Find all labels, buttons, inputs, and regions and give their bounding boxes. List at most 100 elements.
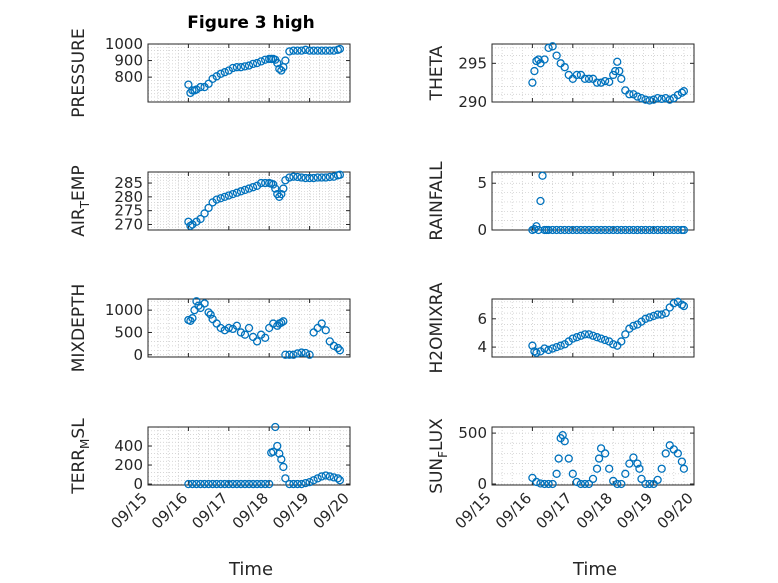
data-point	[657, 310, 666, 319]
data-point	[297, 479, 306, 489]
data-point	[333, 343, 343, 353]
data-point	[548, 225, 557, 235]
data-point	[277, 318, 286, 327]
y-axis-label: SUNFLUX	[427, 418, 450, 494]
y-tick-label: 1000	[105, 301, 143, 319]
y-tick-label: 295	[458, 54, 487, 72]
data-point	[552, 342, 561, 352]
data-point	[236, 328, 246, 337]
data-point	[279, 317, 288, 326]
data-point	[204, 308, 213, 317]
x-tick-label: 09/17	[188, 489, 231, 532]
data-point	[617, 225, 626, 235]
data-point	[333, 474, 343, 483]
data-point	[248, 183, 258, 192]
data-point	[584, 330, 594, 339]
data-point	[261, 479, 270, 489]
data-point	[224, 191, 233, 200]
data-point	[261, 55, 270, 64]
axes-box	[147, 426, 351, 486]
data-point	[297, 46, 306, 55]
data-point	[204, 479, 213, 489]
data-point	[621, 225, 630, 235]
data-point	[309, 476, 318, 485]
data-point	[617, 479, 626, 489]
data-point	[186, 88, 195, 98]
series-markers	[184, 44, 345, 98]
data-point	[560, 225, 569, 235]
axes-box	[491, 426, 695, 486]
data-point	[615, 66, 624, 76]
y-tick-label: 0	[477, 221, 487, 239]
x-tick-label: 09/17	[532, 489, 575, 532]
data-point	[216, 479, 225, 489]
data-point	[325, 172, 334, 182]
data-point	[645, 313, 654, 322]
data-point	[536, 479, 545, 488]
data-point	[335, 346, 345, 355]
data-point	[588, 331, 598, 340]
data-point	[609, 340, 618, 349]
data-point	[536, 196, 545, 206]
y-tick-label: 0	[133, 346, 143, 364]
y-tick-label: 900	[114, 52, 143, 70]
data-point	[240, 479, 250, 489]
data-point	[596, 225, 606, 235]
data-point	[588, 474, 598, 484]
data-point	[556, 341, 565, 350]
data-point	[617, 74, 626, 83]
data-point	[301, 478, 310, 488]
data-point	[645, 96, 654, 105]
data-point	[588, 225, 598, 235]
subplot-theta: 290 295 THETA	[427, 42, 695, 111]
data-point	[248, 479, 258, 489]
data-point	[568, 225, 577, 235]
data-point	[317, 472, 326, 481]
data-point	[208, 74, 217, 83]
data-point	[277, 455, 286, 464]
axes-box	[491, 43, 695, 103]
data-point	[317, 319, 326, 328]
data-point	[188, 314, 197, 323]
data-point	[305, 173, 314, 183]
data-point	[584, 479, 594, 489]
x-tick-label: 09/15	[452, 489, 495, 532]
data-point	[228, 189, 237, 199]
y-tick-label: 280	[114, 188, 143, 206]
data-point	[248, 59, 258, 69]
data-point	[572, 225, 581, 235]
data-point	[329, 341, 338, 350]
data-point	[220, 192, 229, 202]
data-point	[669, 299, 678, 308]
data-point	[335, 476, 345, 485]
data-point	[544, 43, 553, 53]
data-point	[285, 479, 294, 489]
data-point	[244, 184, 254, 193]
data-point	[530, 347, 539, 356]
data-point	[564, 225, 573, 235]
data-point	[679, 301, 689, 311]
series-markers	[528, 297, 689, 357]
data-point	[657, 94, 666, 104]
data-point	[548, 344, 557, 353]
data-point	[633, 459, 642, 468]
data-point	[220, 68, 229, 77]
data-point	[313, 173, 322, 182]
data-point	[186, 221, 195, 231]
data-point	[540, 479, 549, 489]
y-tick-label: 285	[114, 174, 143, 192]
data-point	[657, 464, 666, 473]
data-point	[236, 187, 246, 196]
data-point	[305, 350, 314, 359]
subplot-mixdepth: 0 500 1000 MIXDEPTH	[69, 284, 351, 372]
data-point	[625, 225, 634, 235]
plot-area	[492, 44, 694, 102]
data-point	[554, 454, 563, 463]
data-point	[309, 46, 318, 55]
x-tick-label: 09/16	[148, 489, 191, 532]
subplot-h2omixra: 4 6 H2OMIXRA	[427, 282, 695, 374]
data-point	[206, 310, 215, 319]
data-point	[621, 330, 630, 339]
